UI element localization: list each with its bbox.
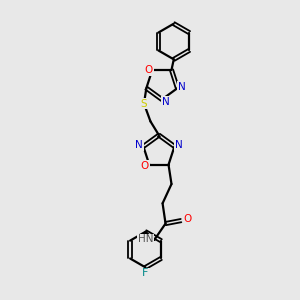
- Text: S: S: [141, 99, 147, 109]
- Text: O: O: [183, 214, 192, 224]
- Text: F: F: [142, 268, 149, 278]
- Text: O: O: [145, 65, 153, 75]
- Text: N: N: [175, 140, 183, 150]
- Text: O: O: [141, 161, 149, 171]
- Text: N: N: [162, 97, 169, 107]
- Text: N: N: [178, 82, 186, 92]
- Text: HN: HN: [138, 234, 153, 244]
- Text: N: N: [135, 140, 143, 150]
